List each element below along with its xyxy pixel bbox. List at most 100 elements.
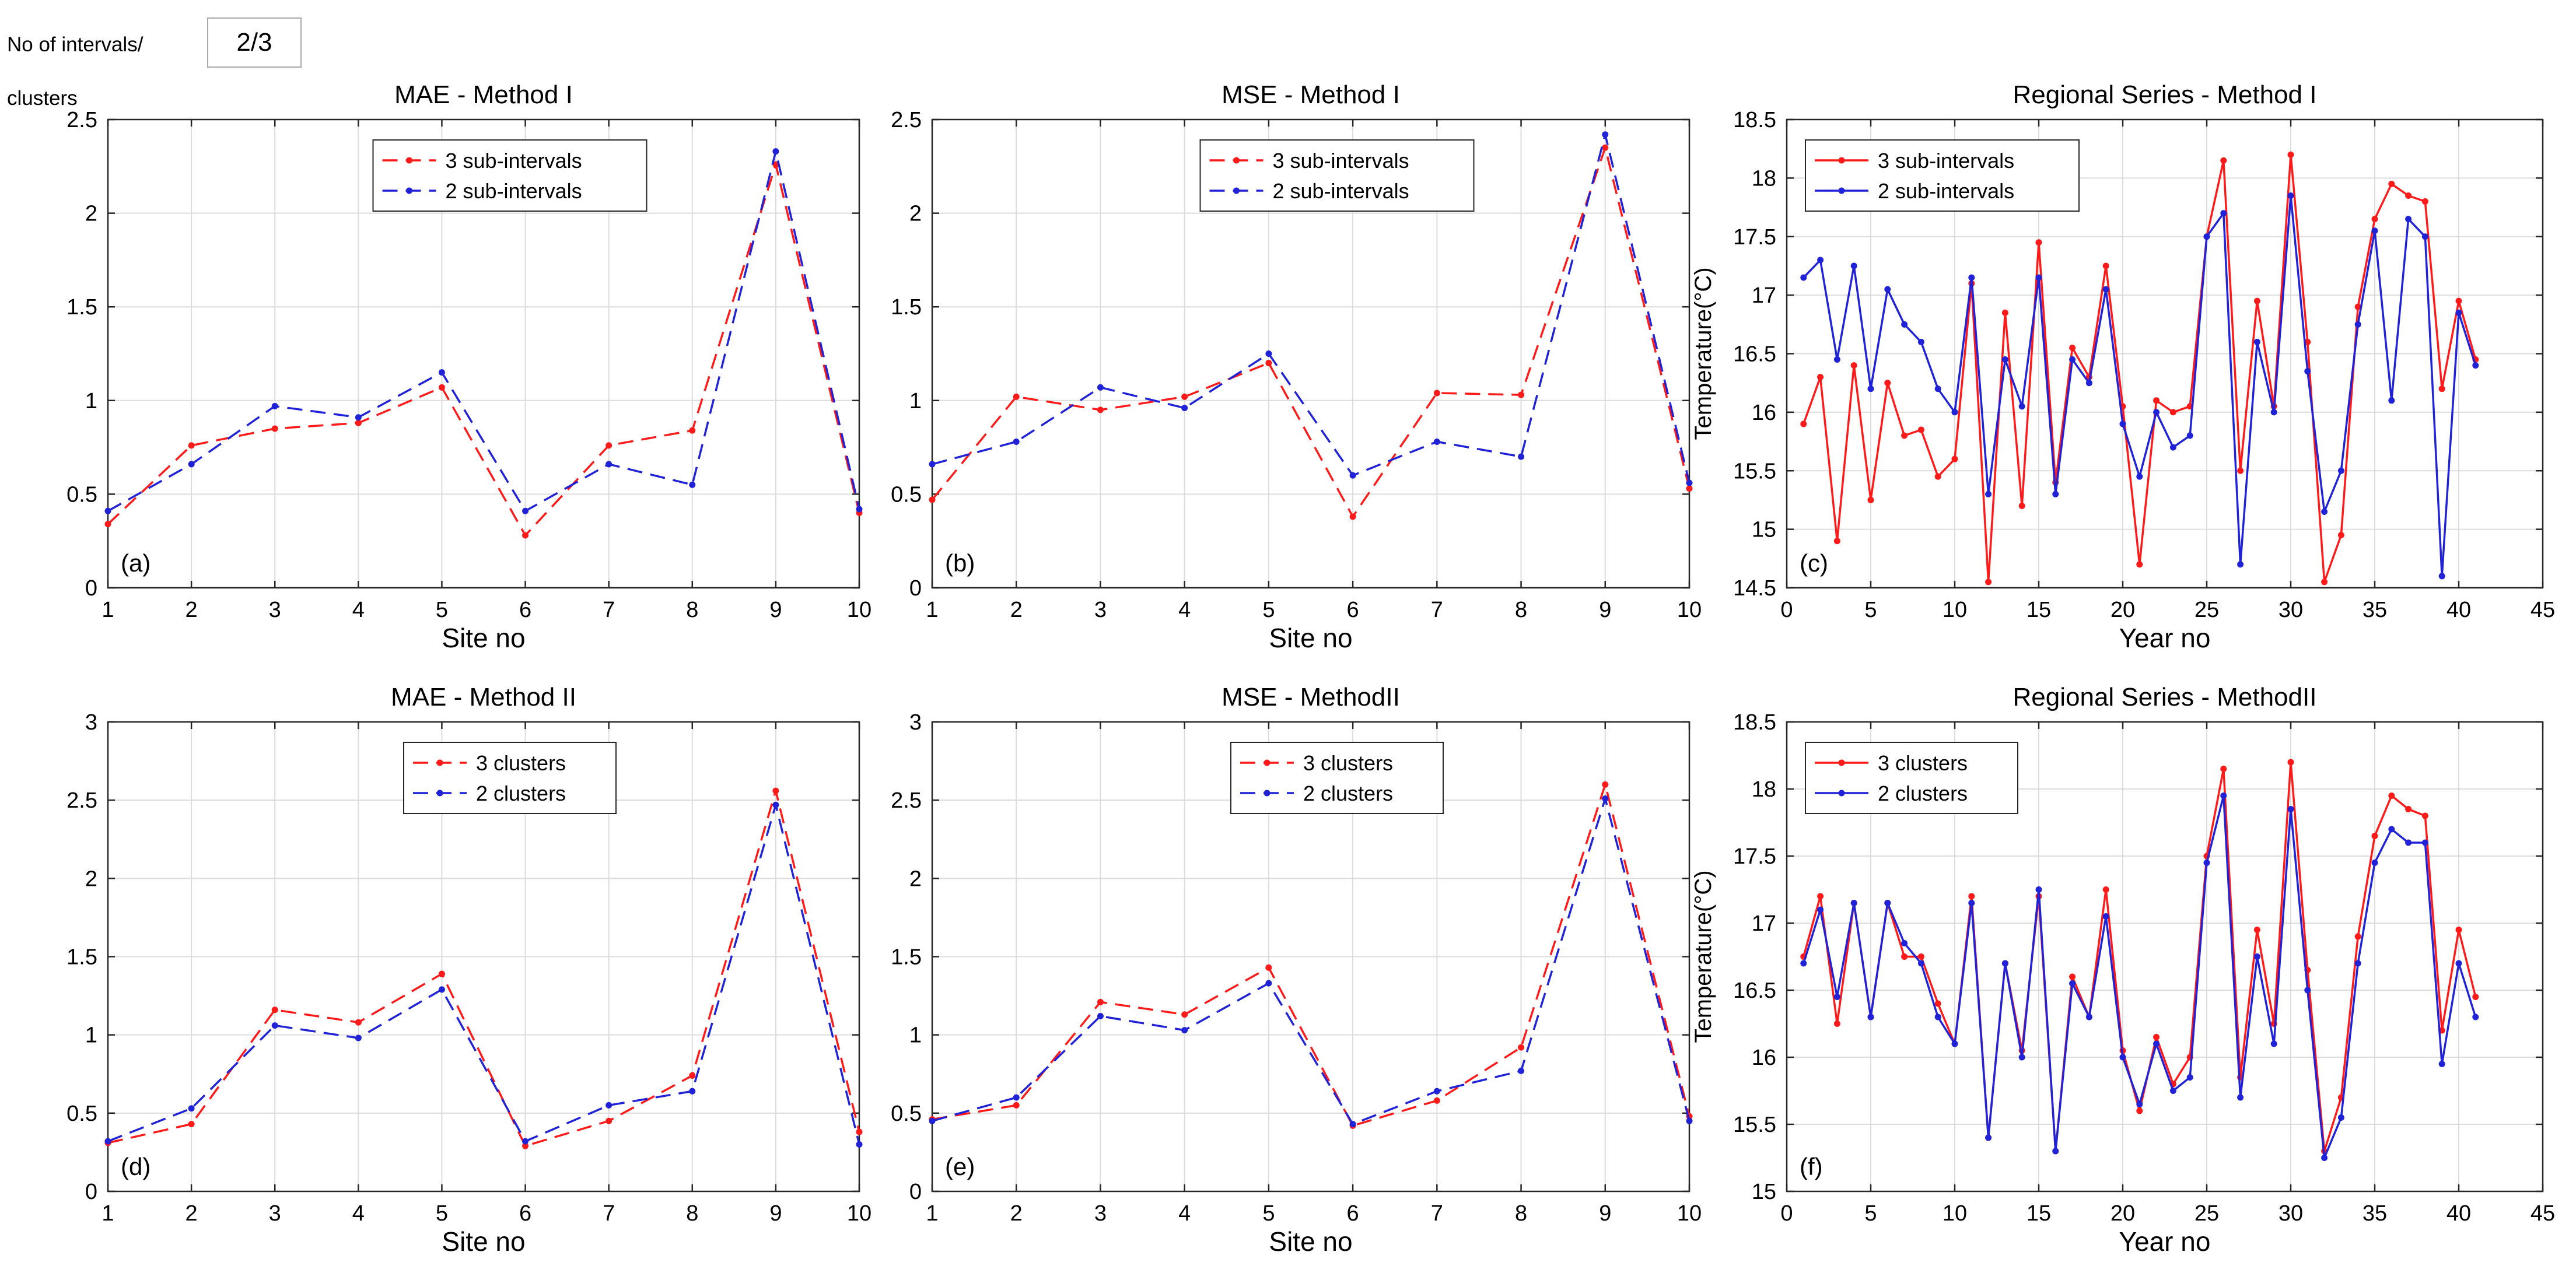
data-point-red bbox=[606, 442, 612, 449]
y-tick-label: 18.5 bbox=[1733, 710, 1776, 735]
x-tick-label: 5 bbox=[436, 1201, 448, 1226]
data-point-blue bbox=[1181, 1027, 1188, 1034]
data-point-red bbox=[772, 787, 779, 794]
data-point-blue bbox=[1951, 409, 1958, 416]
data-point-red bbox=[772, 161, 779, 168]
legend-marker-blue bbox=[1838, 187, 1845, 194]
y-tick-label: 16 bbox=[1752, 401, 1776, 425]
x-tick-label: 4 bbox=[1178, 598, 1191, 622]
data-point-blue bbox=[1884, 900, 1891, 906]
y-tick-label: 15 bbox=[1752, 1180, 1776, 1204]
chart-title: MAE - Method II bbox=[391, 683, 576, 711]
data-point-blue bbox=[1013, 438, 1020, 445]
data-point-red bbox=[2102, 886, 2109, 893]
chart-title: MSE - Method I bbox=[1222, 80, 1400, 109]
panel-label: (d) bbox=[121, 1153, 150, 1180]
x-axis-label: Site no bbox=[1269, 623, 1352, 653]
y-tick-label: 15 bbox=[1752, 518, 1776, 542]
data-point-blue bbox=[2186, 1074, 2193, 1081]
data-point-blue bbox=[772, 148, 779, 155]
y-axis-label: Temperature(°C) bbox=[1690, 870, 1716, 1043]
y-tick-label: 15.5 bbox=[1733, 1113, 1776, 1137]
legend-box bbox=[1805, 742, 2018, 814]
y-axis-label: Temperature(°C) bbox=[1690, 267, 1716, 440]
data-point-red bbox=[1349, 513, 1356, 520]
data-point-blue bbox=[1800, 960, 1807, 967]
data-point-blue bbox=[2153, 409, 2160, 416]
data-point-red bbox=[188, 442, 195, 449]
data-point-blue bbox=[1985, 1134, 1992, 1141]
data-point-blue bbox=[1850, 262, 1857, 269]
data-point-red bbox=[2253, 297, 2260, 304]
data-point-red bbox=[606, 1117, 612, 1124]
x-tick-label: 3 bbox=[269, 598, 281, 622]
x-tick-label: 10 bbox=[1943, 1201, 1967, 1226]
legend-marker-blue bbox=[1233, 187, 1240, 194]
data-point-blue bbox=[2337, 467, 2344, 474]
data-point-blue bbox=[1985, 490, 1992, 497]
data-point-blue bbox=[1800, 274, 1807, 281]
data-point-red bbox=[1833, 1021, 1840, 1027]
data-point-red bbox=[2136, 561, 2143, 568]
data-point-red bbox=[2321, 578, 2328, 585]
x-tick-label: 6 bbox=[1347, 598, 1359, 622]
series-line-blue bbox=[932, 133, 1690, 483]
data-point-blue bbox=[2253, 338, 2260, 345]
data-point-blue bbox=[1817, 257, 1824, 264]
x-tick-label: 5 bbox=[1864, 598, 1877, 622]
chart-title: MAE - Method I bbox=[394, 80, 573, 109]
series-line-blue bbox=[932, 797, 1690, 1125]
data-point-blue bbox=[2136, 473, 2143, 480]
legend-label: 3 sub-intervals bbox=[1273, 149, 1409, 173]
data-point-blue bbox=[1833, 356, 1840, 363]
chart-title: Regional Series - Method I bbox=[2013, 80, 2317, 109]
data-point-blue bbox=[689, 1088, 696, 1095]
data-point-blue bbox=[1951, 1040, 1958, 1047]
data-point-blue bbox=[2001, 356, 2008, 363]
legend-box bbox=[1805, 139, 2080, 212]
data-point-blue bbox=[2102, 286, 2109, 293]
y-tick-label: 0 bbox=[909, 1180, 922, 1204]
legend-label: 2 clusters bbox=[1303, 781, 1393, 805]
data-point-red bbox=[2388, 180, 2395, 187]
y-tick-label: 16 bbox=[1752, 1046, 1776, 1070]
data-point-red bbox=[1985, 578, 1992, 585]
x-tick-label: 8 bbox=[686, 598, 698, 622]
x-tick-label: 30 bbox=[2278, 598, 2303, 622]
series-line-red bbox=[932, 783, 1690, 1127]
chart-panel-a: 1 2 3 4 5 6 7 8 9 10 0 0.5 1 1.5 2 2.5 MAE - Method I Sit… bbox=[66, 80, 872, 653]
y-tick-label: 0.5 bbox=[66, 1102, 97, 1126]
data-point-red bbox=[1917, 953, 1924, 960]
data-point-red bbox=[271, 1007, 278, 1014]
data-point-red bbox=[1518, 391, 1525, 398]
x-tick-label: 8 bbox=[1515, 598, 1527, 622]
y-tick-label: 1 bbox=[909, 389, 922, 413]
intervals-count-label: No of intervals/ clusters bbox=[7, 5, 143, 139]
data-point-blue bbox=[1686, 479, 1693, 486]
data-point-blue bbox=[2388, 397, 2395, 404]
intervals-count-box: 2/3 bbox=[207, 17, 302, 68]
x-tick-label: 25 bbox=[2194, 598, 2219, 622]
x-tick-label: 35 bbox=[2362, 598, 2387, 622]
data-point-blue bbox=[1817, 906, 1824, 913]
panel-label: (c) bbox=[1800, 549, 1828, 577]
chart-panel-f: 0 5 10 15 20 25 30 35 40 45 15 15.5 16 16.5 17 17.5 18 18… bbox=[1690, 683, 2555, 1257]
data-point-blue bbox=[1968, 274, 1975, 281]
data-point-blue bbox=[772, 801, 779, 808]
data-point-blue bbox=[2321, 1155, 2328, 1161]
x-tick-label: 9 bbox=[769, 1201, 782, 1226]
y-tick-label: 3 bbox=[909, 710, 922, 735]
data-point-red bbox=[2354, 933, 2361, 940]
series-line-red bbox=[107, 163, 860, 536]
legend-box bbox=[403, 742, 617, 814]
data-point-blue bbox=[1833, 994, 1840, 1000]
data-point-red bbox=[2153, 397, 2160, 404]
legend-label: 2 sub-intervals bbox=[446, 179, 582, 203]
data-point-red bbox=[2421, 198, 2428, 205]
data-point-red bbox=[2438, 385, 2445, 392]
data-point-blue bbox=[1433, 1088, 1440, 1095]
data-point-red bbox=[1097, 998, 1104, 1005]
data-point-blue bbox=[2153, 1040, 2160, 1047]
data-point-blue bbox=[2069, 980, 2076, 987]
data-point-blue bbox=[2438, 1061, 2445, 1067]
